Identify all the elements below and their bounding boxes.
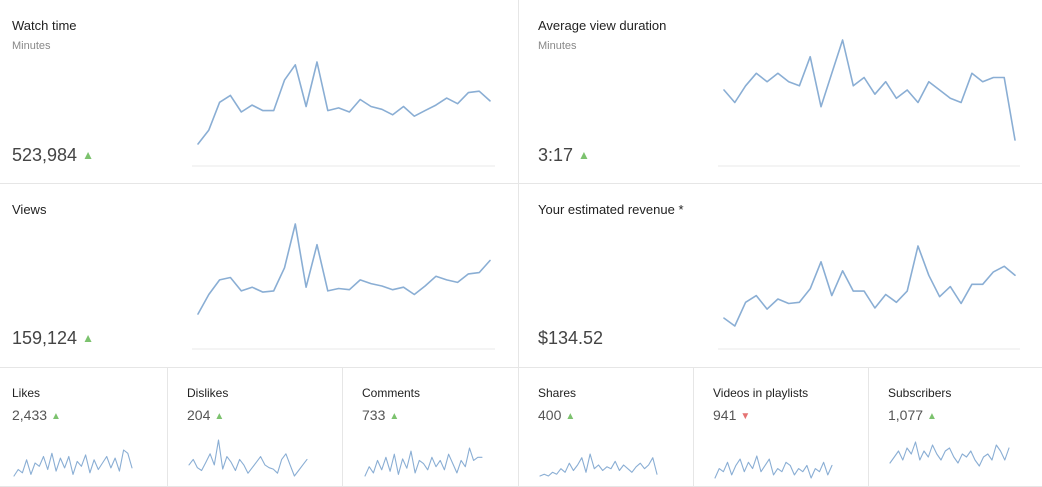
card-value-wrap: 941 ▼	[713, 407, 750, 423]
sparkline-chart	[718, 245, 1020, 350]
card-value: 204	[187, 407, 211, 423]
card-value-wrap: 3:17 ▲	[538, 145, 590, 166]
card-title: Likes	[12, 386, 41, 400]
metric-card-watch-time[interactable]: Watch time Minutes 523,984 ▲	[0, 0, 519, 184]
metric-card-shares[interactable]: Shares 400 ▲	[519, 368, 694, 487]
card-value-wrap: 159,124 ▲	[12, 328, 94, 349]
card-title: Dislikes	[187, 386, 229, 400]
card-value: 159,124	[12, 328, 78, 348]
trend-up-icon: ▲	[82, 331, 94, 345]
sparkline-chart	[364, 447, 483, 477]
card-subtitle: Minutes	[12, 40, 51, 52]
metric-card-comments[interactable]: Comments 733 ▲	[343, 368, 519, 487]
metric-card-subscribers[interactable]: Subscribers 1,077 ▲	[869, 368, 1042, 487]
card-value: 1,077	[888, 407, 924, 423]
trend-up-icon: ▲	[389, 411, 400, 422]
sparkline-series	[197, 61, 491, 145]
card-title: Shares	[538, 386, 577, 400]
card-title: Subscribers	[888, 386, 952, 400]
metric-card-views[interactable]: Views 159,124 ▲	[0, 184, 519, 368]
card-value-wrap: 204 ▲	[187, 407, 224, 423]
card-value: 733	[362, 407, 386, 423]
sparkline-series	[197, 223, 491, 315]
card-value-wrap: 733 ▲	[362, 407, 399, 423]
sparkline-chart	[188, 439, 308, 477]
card-title: Comments	[362, 386, 421, 400]
card-value-wrap: 1,077 ▲	[888, 407, 937, 423]
sparkline-chart	[889, 441, 1010, 467]
trend-up-icon: ▲	[51, 411, 61, 422]
sparkline-series	[188, 439, 308, 477]
card-subtitle: Minutes	[538, 40, 577, 52]
trend-down-icon: ▼	[740, 411, 751, 422]
metric-card-videos-in-playlists[interactable]: Videos in playlists 941 ▼	[694, 368, 869, 487]
trend-up-icon: ▲	[214, 411, 225, 422]
trend-up-icon: ▲	[927, 411, 937, 422]
card-title: Videos in playlists	[713, 386, 809, 400]
trend-up-icon: ▲	[565, 411, 576, 422]
sparkline-chart	[539, 453, 658, 477]
trend-up-icon: ▲	[578, 148, 590, 162]
card-title: Watch time	[12, 18, 77, 33]
card-title: Average view duration	[538, 18, 667, 33]
card-value: 523,984	[12, 145, 78, 165]
card-value: 400	[538, 407, 562, 423]
card-title: Your estimated revenue *	[538, 202, 684, 217]
sparkline-series	[889, 441, 1010, 467]
metric-card-average-view-duration[interactable]: Average view duration Minutes 3:17 ▲	[519, 0, 1042, 184]
card-value-wrap: 523,984 ▲	[12, 145, 94, 166]
card-value: 2,433	[12, 407, 48, 423]
metric-card-estimated-revenue[interactable]: Your estimated revenue * $134.52	[519, 184, 1042, 368]
sparkline-series	[13, 449, 133, 477]
card-value-wrap: 400 ▲	[538, 407, 575, 423]
card-value: 3:17	[538, 145, 574, 165]
sparkline-series	[723, 245, 1016, 327]
sparkline-series	[723, 39, 1016, 141]
card-value-wrap: 2,433 ▲	[12, 407, 61, 423]
metric-card-dislikes[interactable]: Dislikes 204 ▲	[168, 368, 343, 487]
sparkline-series	[714, 455, 833, 479]
sparkline-chart	[13, 449, 133, 477]
card-value-wrap: $134.52	[538, 328, 603, 349]
sparkline-chart	[718, 39, 1020, 167]
card-value: $134.52	[538, 328, 604, 348]
sparkline-series	[364, 447, 483, 477]
sparkline-series	[539, 453, 658, 477]
card-value: 941	[713, 407, 737, 423]
sparkline-chart	[192, 61, 495, 167]
card-title: Views	[12, 202, 47, 217]
sparkline-chart	[714, 455, 833, 479]
sparkline-chart	[192, 223, 495, 350]
metric-card-likes[interactable]: Likes 2,433 ▲	[0, 368, 168, 487]
trend-up-icon: ▲	[82, 148, 94, 162]
